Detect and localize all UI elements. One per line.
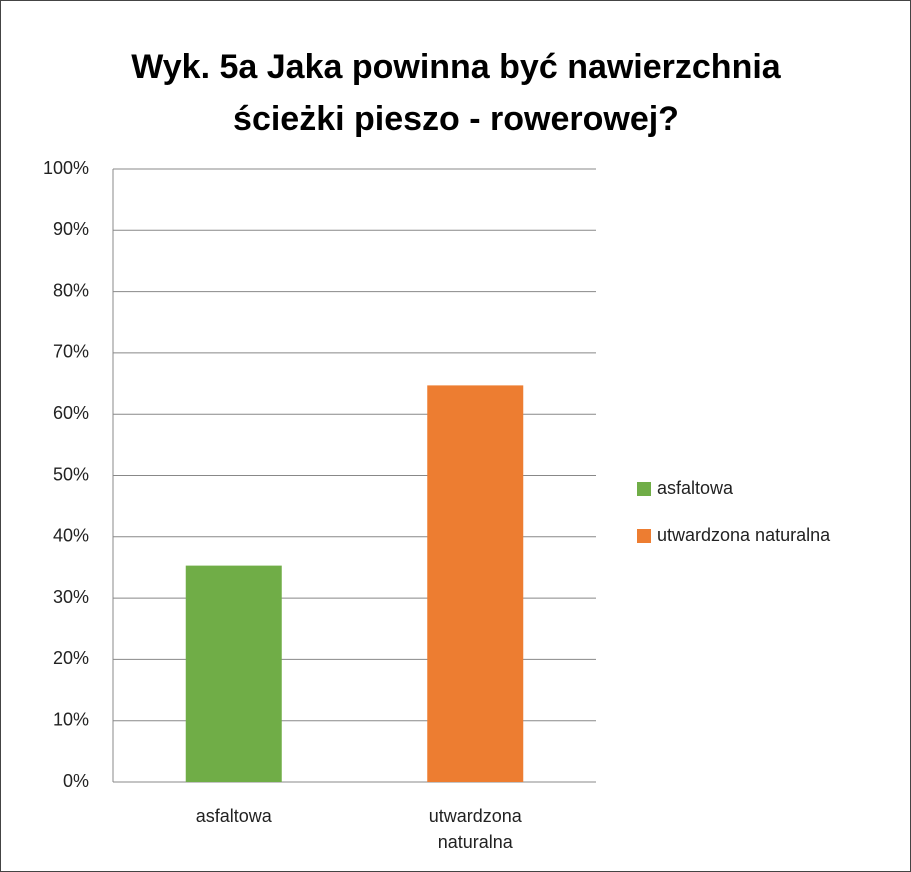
chart-title: Wyk. 5a Jaka powinna być nawierzchnia śc… — [131, 48, 781, 138]
y-tick-label: 20% — [53, 648, 89, 668]
y-tick-label: 70% — [53, 342, 89, 362]
y-tick-label: 30% — [53, 587, 89, 607]
legend-swatch — [637, 482, 651, 496]
y-tick-label: 10% — [53, 709, 89, 729]
y-tick-label: 90% — [53, 219, 89, 239]
y-tick-label: 60% — [53, 403, 89, 423]
bar — [427, 385, 524, 782]
y-tick-label: 50% — [53, 464, 89, 484]
legend-label: asfaltowa — [657, 478, 734, 498]
legend-swatch — [637, 529, 651, 543]
x-tick-label: asfaltowa — [195, 806, 272, 826]
y-tick-label: 80% — [53, 280, 89, 300]
y-tick-label: 40% — [53, 526, 89, 546]
y-tick-label: 100% — [43, 158, 89, 178]
y-tick-label: 0% — [63, 771, 89, 791]
bar — [185, 565, 282, 782]
legend-label: utwardzona naturalna — [657, 525, 831, 545]
x-tick-label: utwardzona naturalna — [428, 806, 522, 852]
